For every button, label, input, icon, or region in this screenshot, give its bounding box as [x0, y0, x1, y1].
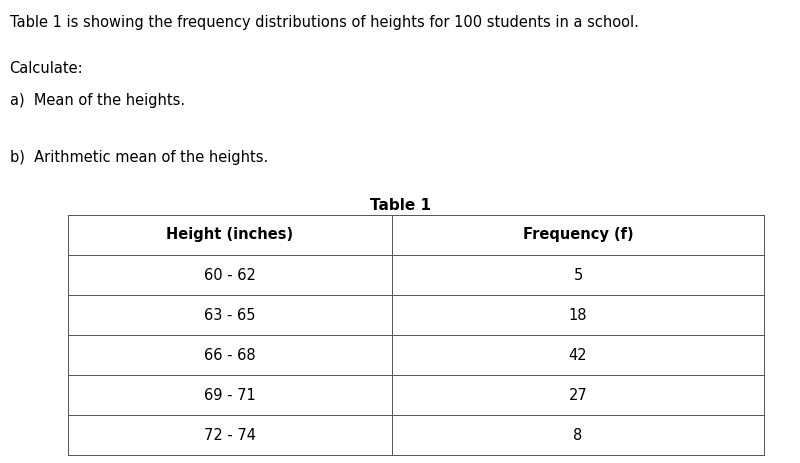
Text: Height (inches): Height (inches) — [166, 227, 294, 243]
Text: Calculate:: Calculate: — [10, 61, 83, 76]
Text: Table 1: Table 1 — [370, 198, 430, 213]
Text: 8: 8 — [574, 427, 582, 443]
Text: 5: 5 — [574, 268, 582, 282]
Text: b)  Arithmetic mean of the heights.: b) Arithmetic mean of the heights. — [10, 150, 268, 165]
Text: 60 - 62: 60 - 62 — [204, 268, 256, 282]
Text: 72 - 74: 72 - 74 — [204, 427, 256, 443]
Text: a)  Mean of the heights.: a) Mean of the heights. — [10, 93, 185, 107]
Text: 63 - 65: 63 - 65 — [204, 307, 256, 323]
Text: Table 1 is showing the frequency distributions of heights for 100 students in a : Table 1 is showing the frequency distrib… — [10, 15, 638, 30]
Text: 27: 27 — [569, 388, 587, 402]
Text: 69 - 71: 69 - 71 — [204, 388, 256, 402]
Text: 42: 42 — [569, 348, 587, 363]
Text: Frequency (f): Frequency (f) — [522, 227, 634, 243]
Text: 18: 18 — [569, 307, 587, 323]
Text: 66 - 68: 66 - 68 — [204, 348, 256, 363]
